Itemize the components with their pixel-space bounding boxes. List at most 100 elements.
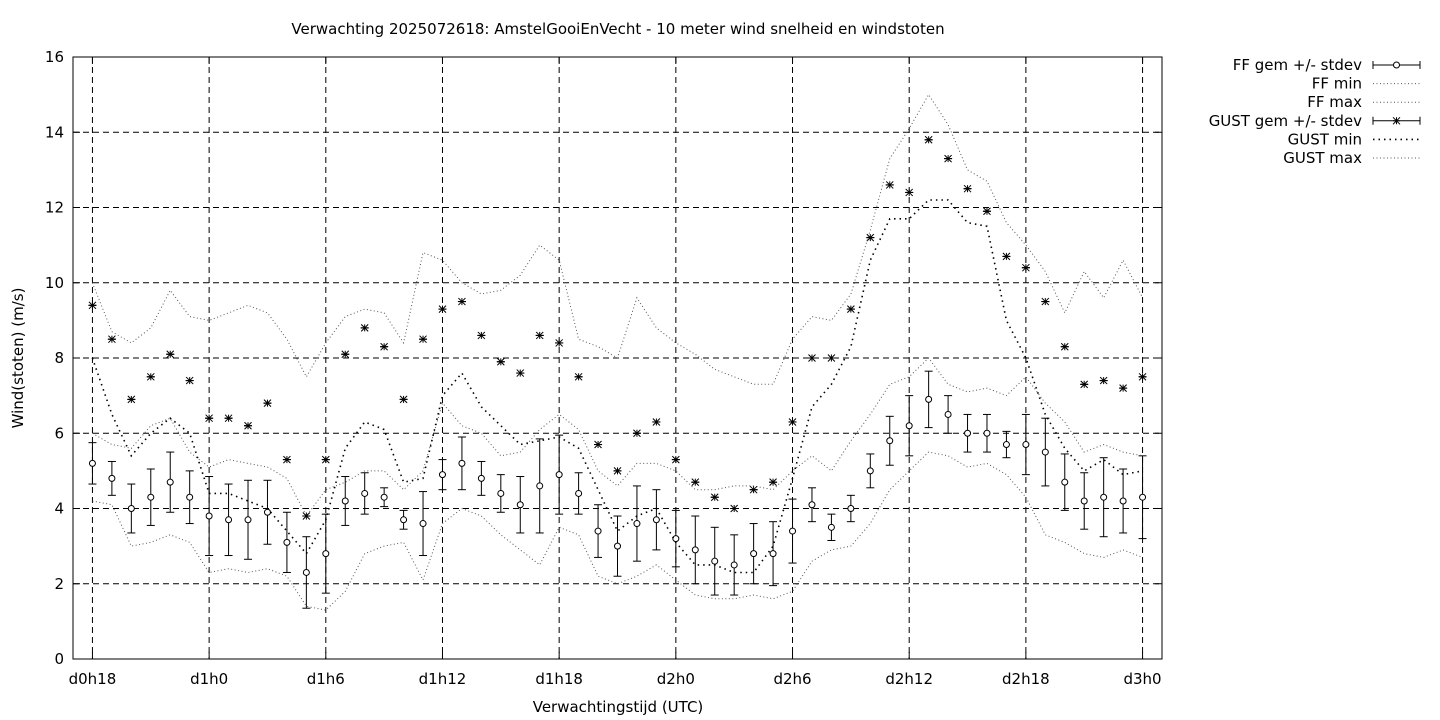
point-gust-gem-stdev (399, 395, 408, 404)
point-gust-gem-stdev (205, 414, 213, 423)
point-ff-gem-stdev (497, 489, 505, 497)
point-ff-gem-stdev (244, 516, 252, 524)
point-gust-gem-stdev (438, 305, 447, 313)
point-ff-gem-stdev (711, 557, 719, 565)
point-gust-gem-stdev (885, 181, 894, 189)
point-ff-gem-stdev (322, 550, 330, 558)
legend-label-gust-max: GUST max (1283, 149, 1362, 167)
point-gust-gem-stdev (516, 369, 525, 377)
point-gust-gem-stdev (166, 350, 175, 359)
x-tick-label: d3h0 (1123, 670, 1161, 688)
point-gust-gem-stdev (710, 493, 719, 502)
point-ff-gem-stdev (1061, 478, 1069, 486)
point-gust-gem-stdev (963, 184, 972, 193)
x-tick-label: d1h18 (535, 670, 583, 688)
point-gust-gem-stdev (224, 414, 233, 423)
point-gust-gem-stdev (808, 354, 816, 362)
x-tick-label: d2h12 (885, 670, 933, 688)
point-ff-gem-stdev (847, 505, 855, 512)
point-gust-gem-stdev (847, 305, 855, 313)
point-ff-gem-stdev (108, 474, 116, 482)
point-ff-gem-stdev (1002, 441, 1010, 449)
point-gust-gem-stdev (341, 350, 350, 359)
point-ff-gem-stdev (361, 489, 369, 497)
y-tick-label: 0 (54, 650, 64, 668)
y-axis-label: Wind(stoten) (m/s) (9, 288, 27, 429)
point-ff-gem-stdev (905, 422, 913, 430)
point-ff-gem-stdev (652, 516, 660, 524)
point-ff-gem-stdev (555, 471, 563, 479)
point-ff-gem-stdev (166, 478, 174, 486)
point-ff-gem-stdev (302, 568, 310, 576)
point-ff-gem-stdev (983, 429, 991, 437)
point-ff-gem-stdev (477, 474, 485, 482)
point-gust-gem-stdev (983, 207, 991, 216)
point-ff-gem-stdev (827, 523, 835, 531)
point-gust-gem-stdev (360, 324, 369, 332)
x-tick-label: d1h12 (419, 670, 467, 688)
point-ff-gem-stdev (691, 546, 699, 554)
point-gust-gem-stdev (769, 478, 777, 487)
point-gust-gem-stdev (380, 342, 388, 351)
point-gust-gem-stdev (185, 376, 194, 385)
point-ff-gem-stdev (283, 538, 291, 546)
series-line-gust-min (91, 199, 1143, 574)
point-ff-gem-stdev (147, 493, 155, 501)
x-axis-label: Verwachtingstijd (UTC) (533, 698, 704, 716)
point-ff-gem-stdev (263, 508, 271, 516)
series-line-ff-max (92, 357, 1143, 517)
point-ff-gem-stdev (186, 493, 194, 501)
legend-label-ff-max: FF max (1307, 93, 1362, 111)
point-gust-gem-stdev (263, 399, 272, 408)
point-ff-gem-stdev (341, 497, 349, 505)
point-gust-gem-stdev (244, 421, 252, 430)
point-gust-gem-stdev (905, 188, 914, 197)
point-ff-gem-stdev (536, 482, 544, 490)
point-gust-gem-stdev (458, 297, 466, 306)
x-tick-label: d2h0 (657, 670, 695, 688)
point-gust-gem-stdev (749, 485, 758, 494)
point-ff-gem-stdev (419, 520, 427, 528)
point-gust-gem-stdev (652, 418, 661, 426)
point-gust-gem-stdev (302, 512, 311, 520)
point-gust-gem-stdev (633, 429, 641, 438)
y-tick-label: 10 (45, 274, 64, 292)
point-gust-gem-stdev (613, 467, 622, 475)
point-gust-gem-stdev (127, 395, 136, 404)
point-gust-gem-stdev (1022, 263, 1030, 272)
point-gust-gem-stdev (108, 335, 116, 344)
point-ff-gem-stdev (438, 471, 446, 479)
point-ff-gem-stdev (400, 516, 408, 524)
axes: 0 2 4 6 8 10 12 14 16 d0h18 d1h0 d1h6 d1h12 d1h18 d2h0… (45, 48, 1162, 688)
point-gust-gem-stdev (88, 301, 97, 310)
y-tick-label: 2 (54, 575, 64, 593)
point-gust-gem-stdev (1002, 252, 1011, 261)
point-ff-gem-stdev (594, 527, 602, 535)
y-tick-label: 16 (45, 48, 64, 66)
point-gust-gem-stdev (419, 335, 427, 344)
legend-label-ff-gem-stdev: FF gem +/- stdev (1233, 56, 1362, 74)
y-tick-label: 14 (45, 123, 64, 141)
point-gust-gem-stdev (477, 331, 486, 340)
x-tick-label: d1h6 (307, 670, 345, 688)
point-ff-gem-stdev (614, 542, 621, 550)
legend-label-gust-min: GUST min (1288, 130, 1362, 148)
point-gust-gem-stdev (283, 455, 291, 464)
point-ff-gem-stdev (575, 489, 583, 497)
point-ff-gem-stdev (925, 395, 933, 403)
point-ff-gem-stdev (1139, 493, 1147, 501)
point-gust-gem-stdev (1138, 372, 1147, 381)
point-gust-gem-stdev (1060, 342, 1069, 351)
point-ff-gem-stdev (633, 520, 641, 528)
point-ff-gem-stdev (1119, 497, 1127, 505)
point-ff-gem-stdev (750, 550, 758, 558)
point-ff-gem-stdev (1041, 448, 1049, 456)
point-gust-gem-stdev (1099, 376, 1108, 385)
y-tick-label: 8 (54, 349, 64, 367)
point-ff-gem-stdev (205, 512, 213, 520)
series-line-gust-max (91, 93, 1144, 385)
legend-label-ff-min: FF min (1312, 75, 1362, 93)
point-ff-gem-stdev (964, 429, 972, 437)
